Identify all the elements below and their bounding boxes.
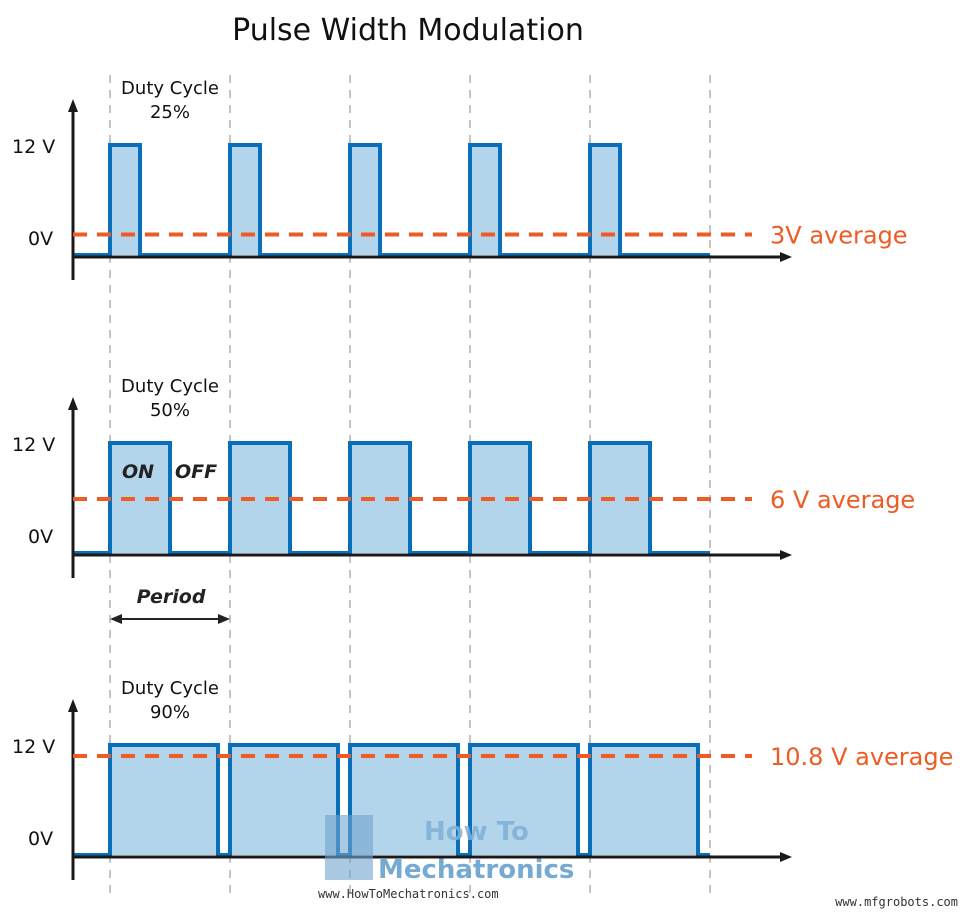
pulse-fill bbox=[350, 145, 380, 255]
period-arrow-left-icon bbox=[110, 614, 122, 624]
pulse-fill bbox=[590, 443, 650, 553]
low-voltage-label: 0V bbox=[28, 228, 53, 250]
y-axis-arrow-icon bbox=[68, 397, 78, 410]
off-label: OFF bbox=[175, 461, 217, 483]
pulse-fill bbox=[350, 443, 410, 553]
x-axis-arrow-icon bbox=[780, 252, 792, 262]
x-axis-arrow-icon bbox=[780, 852, 792, 862]
on-label: ON bbox=[122, 461, 154, 483]
watermark-line2: Mechatronics bbox=[378, 855, 574, 885]
pwm-signal bbox=[73, 743, 710, 857]
duty-cycle-label: Duty Cycle bbox=[121, 376, 219, 397]
y-axis-arrow-icon bbox=[68, 99, 78, 112]
credit-text: www.mfgrobots.com bbox=[835, 895, 958, 909]
pulse-fill bbox=[590, 145, 620, 255]
pulse-fill bbox=[470, 443, 530, 553]
pulse-fill bbox=[470, 745, 578, 855]
low-voltage-label: 0V bbox=[28, 526, 53, 548]
watermark-line1: How To bbox=[424, 817, 529, 847]
pulse-fill bbox=[590, 745, 698, 855]
period-arrow-right-icon bbox=[218, 614, 230, 624]
average-label: 6 V average bbox=[770, 486, 915, 514]
pulse-fill bbox=[230, 145, 260, 255]
watermark-logo-icon bbox=[325, 815, 373, 880]
period-label: Period bbox=[137, 586, 206, 608]
duty-cycle-label: Duty Cycle bbox=[121, 678, 219, 699]
duty-cycle-value: 90% bbox=[150, 702, 190, 723]
high-voltage-label: 12 V bbox=[12, 434, 55, 456]
high-voltage-label: 12 V bbox=[12, 136, 55, 158]
pwm-signal bbox=[73, 143, 710, 257]
pulse-fill bbox=[470, 145, 500, 255]
page-title: Pulse Width Modulation bbox=[232, 13, 584, 48]
duty-cycle-value: 25% bbox=[150, 102, 190, 123]
x-axis-arrow-icon bbox=[780, 550, 792, 560]
duty-cycle-label: Duty Cycle bbox=[121, 78, 219, 99]
pulse-fill bbox=[110, 443, 170, 553]
high-voltage-label: 12 V bbox=[12, 736, 55, 758]
pulse-fill bbox=[110, 745, 218, 855]
average-label: 10.8 V average bbox=[770, 743, 953, 771]
watermark-url: www.HowToMechatronics.com bbox=[318, 887, 499, 901]
low-voltage-label: 0V bbox=[28, 828, 53, 850]
average-label: 3V average bbox=[770, 222, 908, 250]
duty-cycle-value: 50% bbox=[150, 400, 190, 421]
pulse-fill bbox=[110, 145, 140, 255]
pulse-fill bbox=[230, 443, 290, 553]
y-axis-arrow-icon bbox=[68, 699, 78, 712]
pulse-fill bbox=[230, 745, 338, 855]
